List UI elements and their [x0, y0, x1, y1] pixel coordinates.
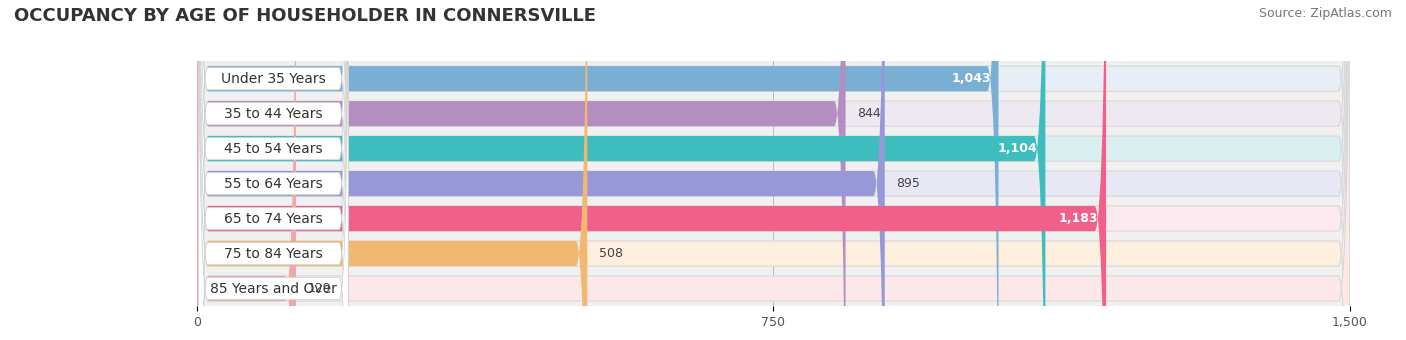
Text: 844: 844: [858, 107, 880, 120]
Text: 129: 129: [308, 282, 332, 295]
FancyBboxPatch shape: [197, 0, 1350, 340]
FancyBboxPatch shape: [197, 0, 884, 340]
FancyBboxPatch shape: [198, 0, 349, 340]
Text: 85 Years and Over: 85 Years and Over: [209, 282, 337, 295]
Text: 895: 895: [896, 177, 920, 190]
Text: 508: 508: [599, 247, 623, 260]
FancyBboxPatch shape: [198, 0, 349, 340]
Text: 35 to 44 Years: 35 to 44 Years: [224, 107, 322, 121]
FancyBboxPatch shape: [197, 0, 1350, 340]
FancyBboxPatch shape: [197, 0, 1046, 340]
Text: 55 to 64 Years: 55 to 64 Years: [224, 176, 323, 191]
FancyBboxPatch shape: [197, 0, 1350, 340]
FancyBboxPatch shape: [197, 0, 845, 340]
FancyBboxPatch shape: [197, 0, 1350, 340]
Text: Under 35 Years: Under 35 Years: [221, 72, 326, 86]
FancyBboxPatch shape: [197, 0, 588, 340]
FancyBboxPatch shape: [198, 0, 349, 340]
FancyBboxPatch shape: [198, 0, 349, 340]
FancyBboxPatch shape: [197, 0, 1350, 340]
FancyBboxPatch shape: [198, 0, 349, 340]
Text: 1,183: 1,183: [1059, 212, 1098, 225]
Text: 65 to 74 Years: 65 to 74 Years: [224, 211, 323, 225]
Text: Source: ZipAtlas.com: Source: ZipAtlas.com: [1258, 7, 1392, 20]
FancyBboxPatch shape: [197, 0, 998, 340]
Text: 75 to 84 Years: 75 to 84 Years: [224, 246, 323, 260]
Text: 1,043: 1,043: [952, 72, 991, 85]
FancyBboxPatch shape: [198, 0, 349, 340]
Text: OCCUPANCY BY AGE OF HOUSEHOLDER IN CONNERSVILLE: OCCUPANCY BY AGE OF HOUSEHOLDER IN CONNE…: [14, 7, 596, 25]
FancyBboxPatch shape: [197, 0, 1350, 340]
FancyBboxPatch shape: [197, 0, 297, 340]
Text: 45 to 54 Years: 45 to 54 Years: [224, 142, 322, 156]
FancyBboxPatch shape: [198, 0, 349, 340]
FancyBboxPatch shape: [197, 0, 1107, 340]
FancyBboxPatch shape: [197, 0, 1350, 340]
Text: 1,104: 1,104: [998, 142, 1038, 155]
